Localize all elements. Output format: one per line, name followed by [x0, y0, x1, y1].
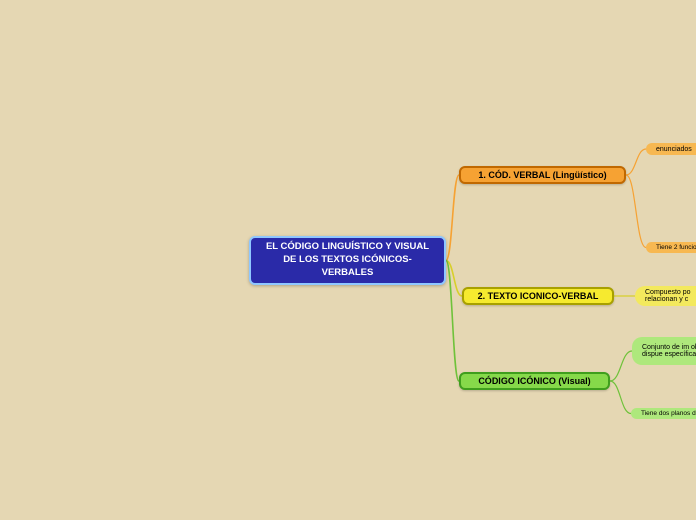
- branch-verbal[interactable]: 1. CÓD. VERBAL (Lingüístico): [459, 166, 626, 184]
- leaf-iconico-1[interactable]: Tiene dos planos d: [631, 408, 696, 419]
- branch-iconico[interactable]: CÓDIGO ICÓNICO (Visual): [459, 372, 610, 390]
- root-node[interactable]: EL CÓDIGO LINGUÍSTICO Y VISUAL DE LOS TE…: [249, 236, 446, 285]
- leaf-verbal-0[interactable]: enunciados: [646, 143, 696, 155]
- leaf-iconico-0[interactable]: Conjunto de im objetos dispue específica…: [632, 337, 696, 365]
- leaf-verbal-1[interactable]: Tiene 2 funcio: [646, 242, 696, 253]
- leaf-texto-0[interactable]: Compuesto po relacionan y c: [635, 286, 696, 306]
- mindmap-canvas: EL CÓDIGO LINGUÍSTICO Y VISUAL DE LOS TE…: [0, 0, 696, 520]
- branch-texto[interactable]: 2. TEXTO ICONICO-VERBAL: [462, 287, 614, 305]
